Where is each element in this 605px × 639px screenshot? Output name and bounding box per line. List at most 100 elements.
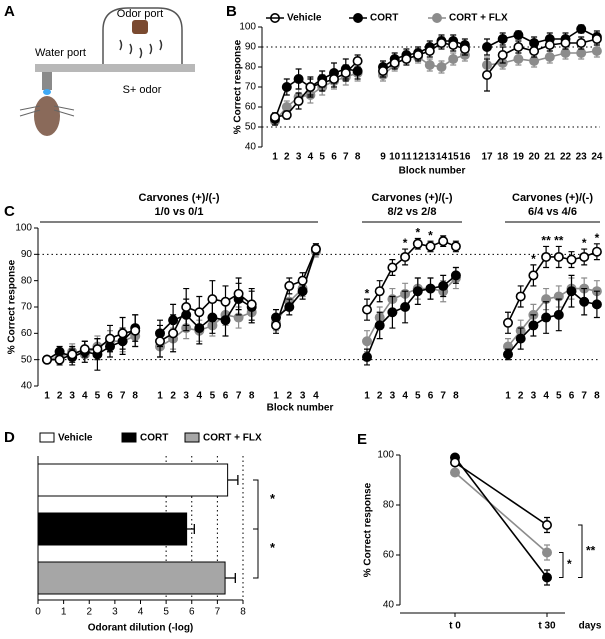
diagram-label: Water port [35, 47, 86, 59]
x-tick-label: 20 [529, 152, 541, 163]
legend-label: CORT + FLX [203, 433, 262, 444]
data-point [541, 572, 552, 583]
y-tick-label: 100 [15, 223, 32, 234]
data-point [449, 457, 460, 468]
data-point [450, 270, 461, 281]
data-point [425, 241, 436, 252]
legend-label: Vehicle [58, 433, 93, 444]
data-point [576, 47, 587, 58]
diagram-label: Odor port [117, 8, 163, 20]
y-axis-title: % Correct response [363, 482, 374, 577]
data-point [269, 112, 280, 123]
data-point [413, 49, 424, 60]
data-point [387, 262, 398, 273]
data-point [361, 336, 372, 347]
data-point [541, 547, 552, 558]
x-tick-label: 0 [35, 607, 41, 618]
x-tick-label: 4 [543, 391, 549, 402]
data-point [515, 291, 526, 302]
data-point [374, 320, 385, 331]
y-tick-label: 80 [21, 275, 33, 286]
legend-label: CORT + FLX [449, 13, 508, 24]
y-tick-label: 60 [245, 102, 257, 113]
x-tick-label: 8 [240, 607, 246, 618]
data-point [513, 53, 524, 64]
x-tick-label: 14 [436, 152, 448, 163]
data-point [553, 309, 564, 320]
x-tick-label: 21 [544, 152, 556, 163]
legend-label: Vehicle [287, 13, 322, 24]
x-tick-label: 15 [448, 152, 460, 163]
data-point [529, 45, 540, 56]
x-tick-label: 4 [313, 391, 319, 402]
data-point [515, 333, 526, 344]
data-point [553, 251, 564, 262]
data-point [317, 78, 328, 89]
data-point [389, 57, 400, 68]
significance-label: * [567, 557, 572, 571]
data-point [541, 251, 552, 262]
data-point [424, 59, 435, 70]
data-point [425, 283, 436, 294]
data-point [130, 325, 141, 336]
x-tick-label: 4 [197, 391, 203, 402]
x-tick-label: 2 [86, 607, 92, 618]
x-tick-label: 5 [210, 391, 216, 402]
y-tick-label: 60 [383, 550, 395, 561]
data-point [541, 519, 552, 530]
y-tick-label: 50 [21, 354, 33, 365]
data-point [293, 96, 304, 107]
x-tick-label: 4 [402, 391, 408, 402]
y-tick-label: 70 [21, 302, 33, 313]
legend-label: CORT [370, 13, 398, 24]
data-point [448, 39, 459, 50]
legend-swatch [184, 432, 200, 443]
data-point [305, 82, 316, 93]
x-tick-label: 4 [308, 152, 314, 163]
data-point [481, 70, 492, 81]
data-point [168, 328, 179, 339]
x-tick-label: 24 [591, 152, 603, 163]
data-point [448, 53, 459, 64]
x-axis-title: Block number [267, 403, 334, 414]
x-axis-title: days [579, 621, 602, 632]
y-axis-title: % Correct response [7, 259, 18, 354]
series-line [454, 471, 548, 554]
data-point [412, 286, 423, 297]
data-point [513, 41, 524, 52]
y-tick-label: 90 [245, 42, 257, 53]
data-point [310, 244, 321, 255]
legend-swatch [121, 432, 137, 443]
odor-plume [119, 39, 163, 59]
x-tick-label: 8 [355, 152, 361, 163]
significance-bracket [559, 552, 564, 578]
data-point [544, 39, 555, 50]
data-point [579, 296, 590, 307]
bar [37, 561, 226, 595]
data-point [281, 82, 292, 93]
group-subtitle: 8/2 vs 2/8 [388, 206, 437, 218]
data-point [233, 288, 244, 299]
panel-letter: A [4, 3, 15, 20]
significance-label: * [582, 236, 587, 250]
data-point [560, 37, 571, 48]
data-point [541, 312, 552, 323]
data-point [502, 317, 513, 328]
data-point [207, 294, 218, 305]
data-point [54, 354, 65, 365]
data-point [281, 110, 292, 121]
y-tick-label: 80 [245, 62, 257, 73]
data-point [591, 299, 602, 310]
x-tick-label: 3 [300, 391, 306, 402]
x-tick-label: 5 [319, 152, 325, 163]
data-point [284, 301, 295, 312]
x-tick-label: 3 [531, 391, 537, 402]
x-tick-label: 12 [413, 152, 425, 163]
data-point [438, 236, 449, 247]
x-tick-label: 3 [390, 391, 396, 402]
significance-bracket [578, 524, 583, 578]
x-tick-label: 2 [57, 391, 63, 402]
panel-letter: E [357, 431, 367, 448]
